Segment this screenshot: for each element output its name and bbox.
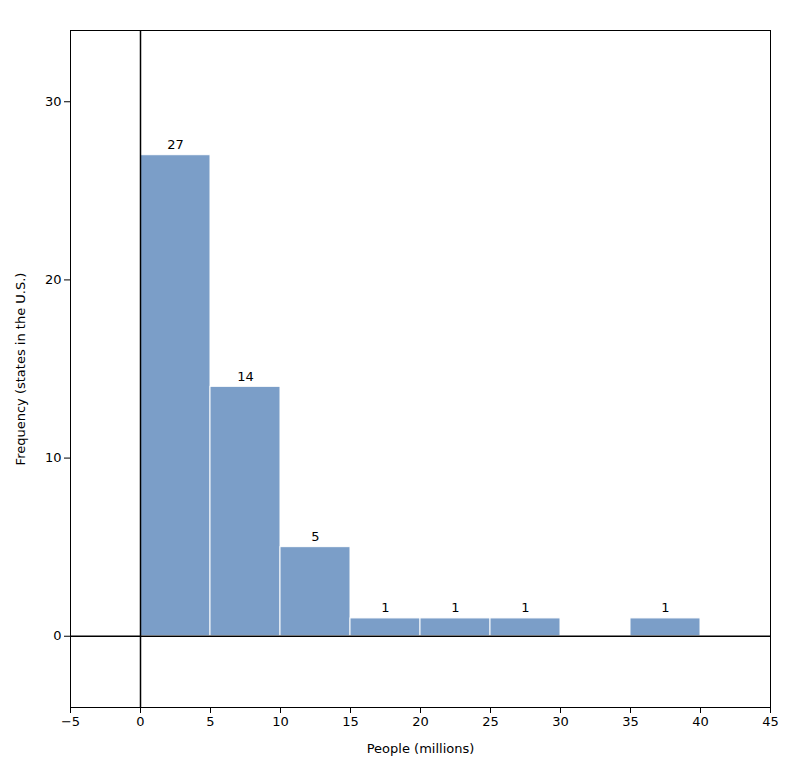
svg-text:14: 14 <box>237 369 254 384</box>
svg-text:30: 30 <box>45 94 62 109</box>
svg-text:5: 5 <box>206 714 214 729</box>
svg-text:15: 15 <box>342 714 359 729</box>
svg-text:10: 10 <box>45 450 62 465</box>
svg-text:25: 25 <box>482 714 499 729</box>
svg-text:1: 1 <box>381 600 389 615</box>
svg-text:10: 10 <box>272 714 289 729</box>
svg-text:35: 35 <box>622 714 639 729</box>
svg-text:20: 20 <box>45 272 62 287</box>
svg-text:1: 1 <box>451 600 459 615</box>
svg-text:0: 0 <box>136 714 144 729</box>
svg-text:−5: −5 <box>61 714 80 729</box>
svg-text:40: 40 <box>692 714 709 729</box>
svg-text:30: 30 <box>552 714 569 729</box>
svg-text:People (millions): People (millions) <box>367 741 475 756</box>
svg-text:45: 45 <box>762 714 779 729</box>
svg-text:Frequency (states in the U.S.): Frequency (states in the U.S.) <box>13 273 28 466</box>
svg-text:20: 20 <box>412 714 429 729</box>
svg-text:1: 1 <box>661 600 669 615</box>
svg-text:1: 1 <box>521 600 529 615</box>
svg-text:0: 0 <box>53 628 61 643</box>
svg-text:27: 27 <box>167 137 184 152</box>
svg-text:5: 5 <box>311 529 319 544</box>
